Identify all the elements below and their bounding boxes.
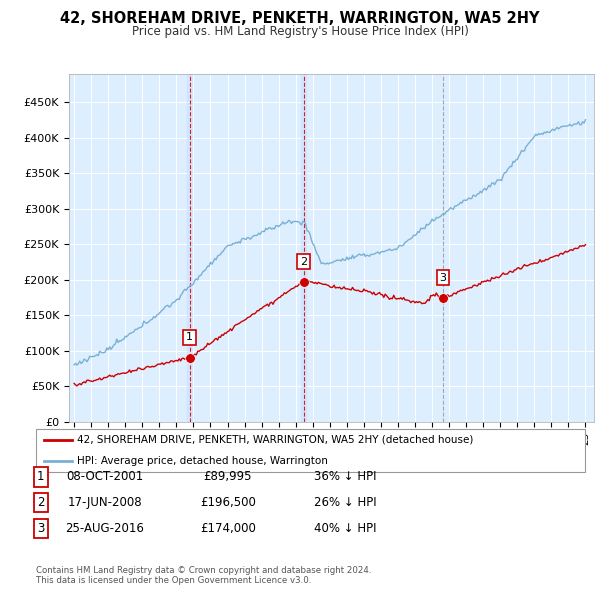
Text: 08-OCT-2001: 08-OCT-2001	[67, 470, 143, 483]
Text: 2: 2	[37, 496, 44, 509]
Text: 3: 3	[440, 273, 446, 283]
Text: 40% ↓ HPI: 40% ↓ HPI	[314, 522, 376, 535]
Text: 17-JUN-2008: 17-JUN-2008	[68, 496, 142, 509]
Text: 1: 1	[37, 470, 44, 483]
Text: 36% ↓ HPI: 36% ↓ HPI	[314, 470, 376, 483]
Text: £196,500: £196,500	[200, 496, 256, 509]
Text: 26% ↓ HPI: 26% ↓ HPI	[314, 496, 376, 509]
Text: 1: 1	[186, 332, 193, 342]
Text: 25-AUG-2016: 25-AUG-2016	[65, 522, 145, 535]
Text: 42, SHOREHAM DRIVE, PENKETH, WARRINGTON, WA5 2HY: 42, SHOREHAM DRIVE, PENKETH, WARRINGTON,…	[60, 11, 540, 25]
Text: £89,995: £89,995	[204, 470, 252, 483]
Text: Contains HM Land Registry data © Crown copyright and database right 2024.
This d: Contains HM Land Registry data © Crown c…	[36, 566, 371, 585]
Text: £174,000: £174,000	[200, 522, 256, 535]
Text: 3: 3	[37, 522, 44, 535]
FancyBboxPatch shape	[36, 429, 585, 472]
Bar	[301, 74, 306, 422]
Text: 2: 2	[300, 257, 307, 267]
Text: Price paid vs. HM Land Registry's House Price Index (HPI): Price paid vs. HM Land Registry's House …	[131, 25, 469, 38]
Text: 42, SHOREHAM DRIVE, PENKETH, WARRINGTON, WA5 2HY (detached house): 42, SHOREHAM DRIVE, PENKETH, WARRINGTON,…	[77, 435, 473, 445]
Bar	[187, 74, 192, 422]
Text: HPI: Average price, detached house, Warrington: HPI: Average price, detached house, Warr…	[77, 456, 328, 466]
